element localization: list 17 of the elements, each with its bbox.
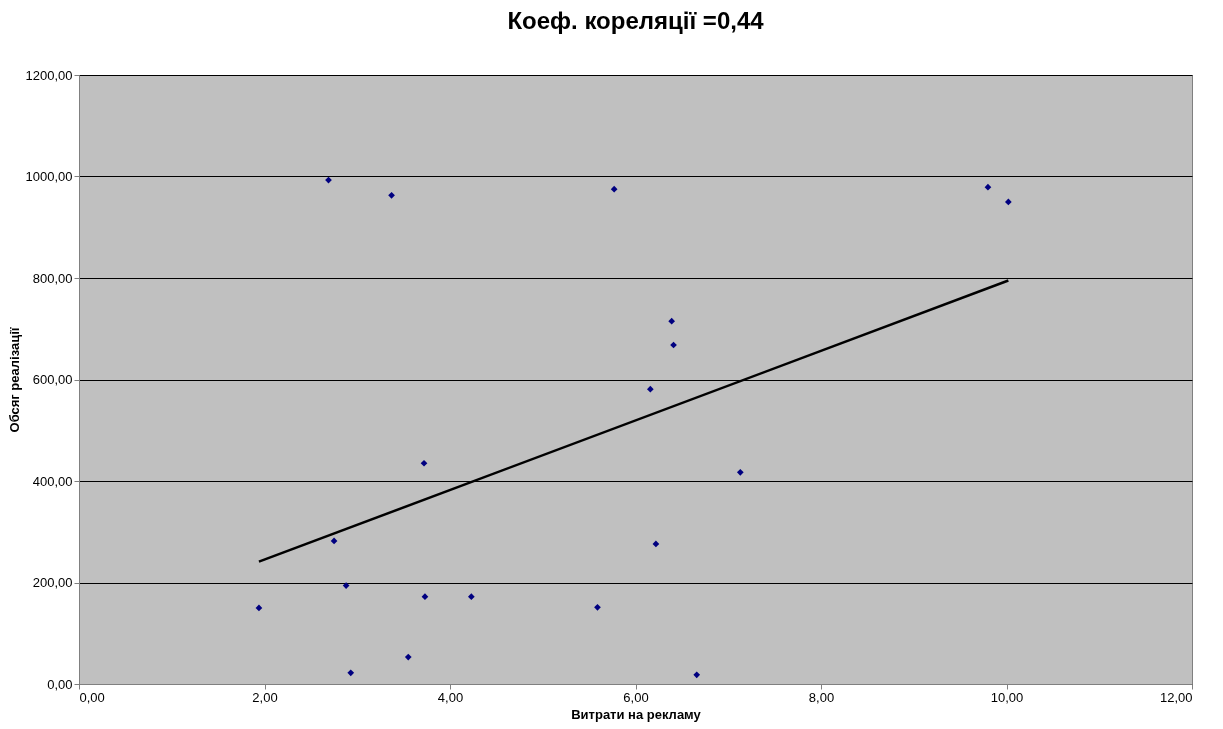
x-tick-label: 0,00 <box>79 689 105 705</box>
y-tick-label: 400,00 <box>32 473 73 489</box>
y-tick-label: 600,00 <box>32 372 73 387</box>
x-axis-title: Витрати на рекламу <box>571 706 702 722</box>
y-tick-label: 1000,00 <box>25 169 73 184</box>
x-tick-label: 2,00 <box>252 689 278 705</box>
y-tick-label: 200,00 <box>32 575 73 590</box>
x-tick-label: 10,00 <box>990 689 1024 705</box>
y-tick-label: 800,00 <box>32 270 73 286</box>
x-tick-label: 12,00 <box>1159 689 1193 705</box>
y-axis-title: Обсяг реалізації <box>6 327 22 433</box>
x-tick-label: 6,00 <box>623 689 649 705</box>
y-tick-label: 0,00 <box>47 676 73 692</box>
chart-title: Коеф. кореляції =0,44 <box>507 7 765 34</box>
x-tick-label: 8,00 <box>808 689 835 705</box>
y-tick-label: 1200,00 <box>25 67 73 83</box>
x-tick-label: 4,00 <box>437 689 464 705</box>
